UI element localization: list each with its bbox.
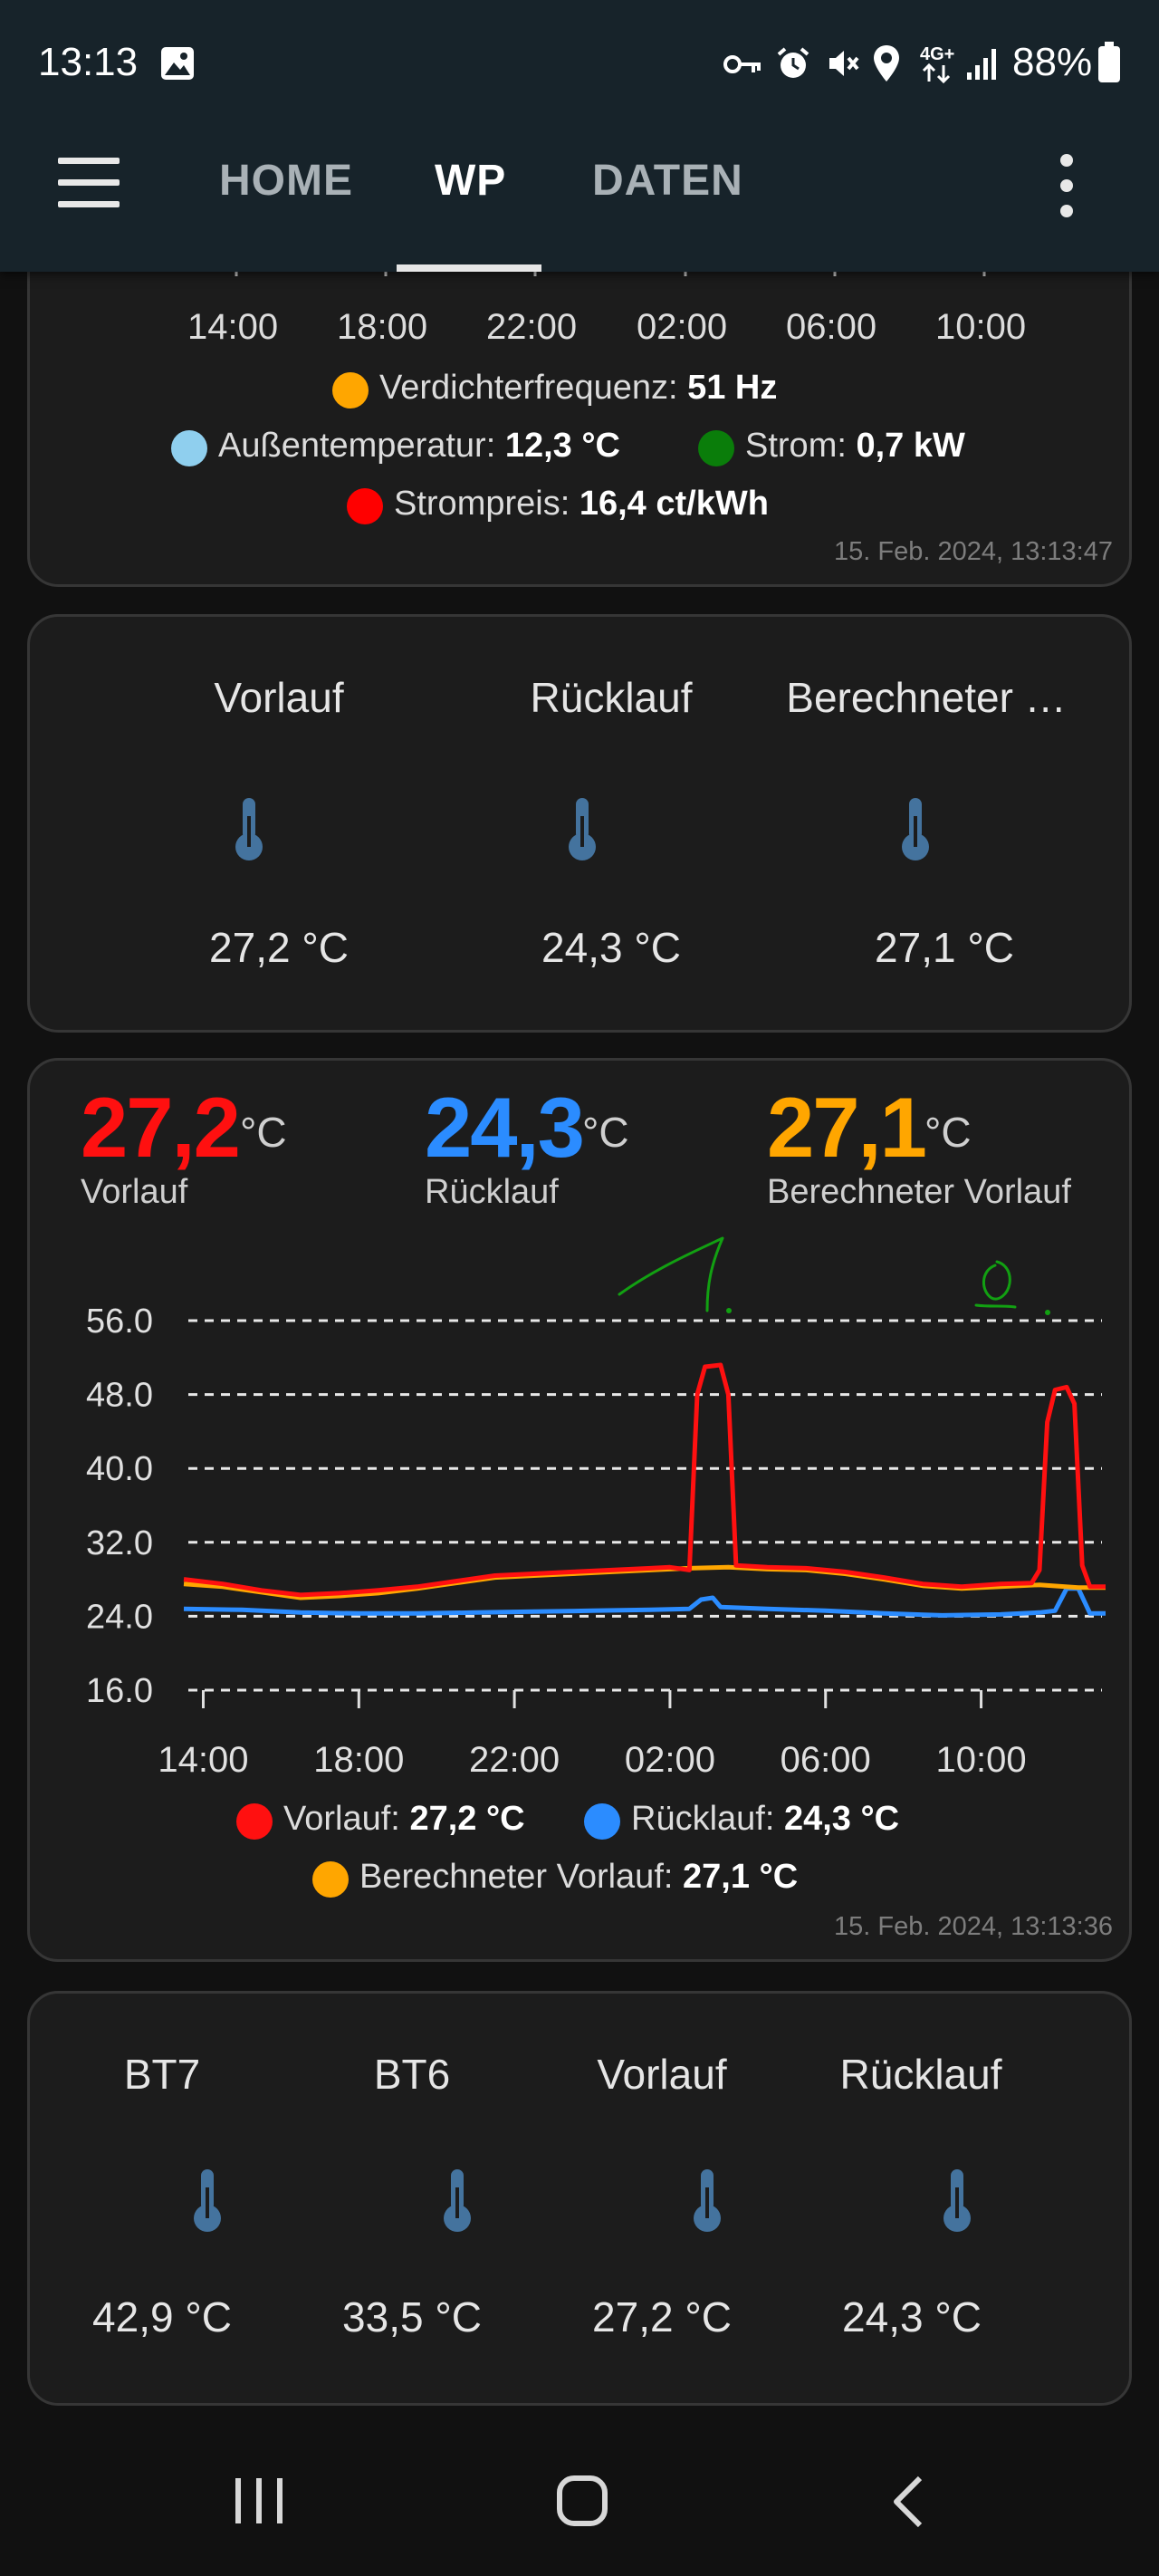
glance-card-sensors: BT7 BT6 Vorlauf Rücklauf 42,9 °C 33,5 °C… (27, 1991, 1132, 2406)
headline-name: Berechneter Vorlauf (767, 1173, 1071, 1211)
app-header: 13:13 4G+ 88% HOME WP DATEN (0, 0, 1159, 272)
x-tick-label: 02:00 (637, 307, 728, 347)
thermometer-icon[interactable] (564, 796, 600, 863)
thermometer-icon[interactable] (231, 796, 267, 863)
timestamp: 15. Feb. 2024, 13:13:36 (834, 1912, 1113, 1941)
glance-title: Rücklauf (839, 2051, 1002, 2098)
tab-daten[interactable]: DATEN (592, 157, 743, 205)
location-icon (874, 45, 899, 82)
y-tick-label: 48.0 (86, 1377, 153, 1415)
thermometer-icon[interactable] (439, 2167, 475, 2235)
x-tick-label: 10:00 (935, 1740, 1026, 1780)
thermometer-icon[interactable] (939, 2167, 975, 2235)
headline-value-berechneter: 27,1 (767, 1080, 927, 1175)
handwritten-annotation-2 (974, 1260, 1050, 1315)
x-tick-label: 18:00 (337, 307, 428, 347)
y-tick-label: 40.0 (86, 1450, 153, 1488)
more-options-icon[interactable] (1056, 154, 1078, 217)
headline-name: Rücklauf (425, 1173, 559, 1211)
flow-temperature-chart[interactable]: 56.0 48.0 40.0 32.0 24.0 16.0 14:00 18:00 22:00… (30, 1061, 1129, 1785)
series-line-vorlauf[interactable] (183, 1362, 1106, 1598)
glance-value: 24,3 °C (842, 2293, 982, 2341)
x-tick-label: 18:00 (313, 1740, 404, 1780)
glance-title: BT7 (123, 2051, 201, 2098)
legend-dot-ruecklauf[interactable] (584, 1803, 620, 1840)
battery-percent: 88% (1012, 40, 1093, 84)
x-tick-label: 10:00 (935, 307, 1027, 347)
thermometer-icon[interactable] (689, 2167, 725, 2235)
legend-dot-aussentemperatur[interactable] (171, 430, 207, 466)
glance-value: 27,2 °C (592, 2293, 732, 2341)
glance-title: Vorlauf (597, 2051, 727, 2098)
system-navigation-bar (0, 2413, 1159, 2576)
x-tick-label: 06:00 (781, 1740, 871, 1780)
glance-value: 42,9 °C (92, 2293, 232, 2341)
menu-icon[interactable] (58, 158, 121, 208)
legend-item-aussentemperatur[interactable]: Außentemperatur: 12,3 °C (218, 427, 620, 465)
recents-icon[interactable] (234, 2476, 284, 2525)
headline-unit: °C (924, 1109, 972, 1156)
status-time: 13:13 (38, 40, 139, 84)
y-tick-label: 56.0 (86, 1302, 153, 1341)
legend-dot-strom[interactable] (698, 430, 734, 466)
headline-name: Vorlauf (81, 1173, 188, 1211)
glance-card-temperatures: Vorlauf Rücklauf Berechneter … 27,2 °C 2… (27, 614, 1132, 1033)
tab-home[interactable]: HOME (219, 157, 353, 205)
timestamp: 15. Feb. 2024, 13:13:47 (834, 537, 1113, 566)
history-graph-card-flow[interactable]: 27,2 °C Vorlauf 24,3 °C Rücklauf 27,1 °C… (27, 1058, 1132, 1962)
thermometer-icon[interactable] (189, 2167, 225, 2235)
battery-icon (1098, 42, 1120, 82)
tab-wp[interactable]: WP (435, 157, 507, 205)
headline-unit: °C (582, 1109, 629, 1156)
legend-dot-verdichterfrequenz[interactable] (332, 372, 369, 409)
y-tick-label: 24.0 (86, 1598, 153, 1636)
headline-unit: °C (240, 1109, 287, 1156)
legend-dot-vorlauf[interactable] (236, 1803, 273, 1840)
headline-value-vorlauf: 27,2 (81, 1080, 241, 1175)
legend-item-strompreis[interactable]: Strompreis: 16,4 ct/kWh (394, 485, 769, 523)
x-tick-label: 06:00 (786, 307, 877, 347)
handwritten-annotation-1 (618, 1236, 732, 1313)
mute-icon (829, 51, 859, 76)
glance-value: 27,2 °C (209, 924, 349, 971)
glance-value: 33,5 °C (342, 2293, 482, 2341)
x-tick-label: 02:00 (625, 1740, 715, 1780)
svg-text:4G+: 4G+ (920, 44, 954, 64)
glance-value: 24,3 °C (541, 924, 681, 971)
lte-4g-icon: 4G+ (920, 44, 954, 84)
gallery-notification-icon (161, 47, 194, 80)
x-tick-label: 22:00 (486, 307, 578, 347)
y-tick-label: 16.0 (86, 1672, 153, 1710)
alarm-icon (777, 47, 809, 78)
legend-item-ruecklauf[interactable]: Rücklauf: 24,3 °C (631, 1800, 900, 1838)
back-icon[interactable] (889, 2475, 925, 2529)
legend-item-berechneter-vorlauf[interactable]: Berechneter Vorlauf: 27,1 °C (359, 1858, 799, 1896)
series-line-rücklauf[interactable] (183, 1586, 1106, 1618)
x-tick-label: 22:00 (469, 1740, 560, 1780)
x-tick-label: 14:00 (187, 307, 279, 347)
glance-title: BT6 (373, 2051, 451, 2098)
thermometer-icon[interactable] (897, 796, 934, 863)
legend-dot-berechneter-vorlauf[interactable] (312, 1861, 349, 1898)
legend-dot-strompreis[interactable] (347, 488, 383, 524)
legend-item-verdichterfrequenz[interactable]: Verdichterfrequenz: 51 Hz (379, 369, 778, 407)
active-tab-indicator (397, 264, 541, 272)
x-tick-label: 14:00 (158, 1740, 248, 1780)
y-tick-label: 32.0 (86, 1524, 153, 1562)
signal-icon (967, 49, 996, 80)
vpn-key-icon (723, 55, 761, 73)
glance-title: Berechneter … (786, 674, 1067, 721)
home-icon[interactable] (556, 2475, 608, 2527)
headline-value-ruecklauf: 24,3 (425, 1080, 585, 1175)
glance-value: 27,1 °C (875, 924, 1014, 971)
legend-item-vorlauf[interactable]: Vorlauf: 27,2 °C (283, 1800, 525, 1838)
legend-item-strom[interactable]: Strom: 0,7 kW (745, 427, 965, 465)
